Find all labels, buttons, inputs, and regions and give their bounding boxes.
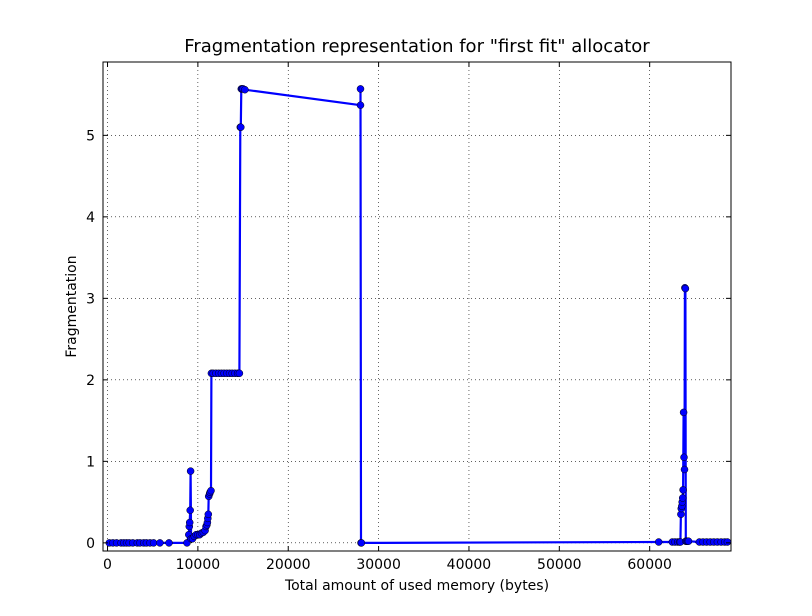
x-tick-label: 30000 [356, 557, 401, 573]
data-point [679, 408, 688, 417]
x-tick-label: 10000 [176, 557, 221, 573]
data-point [149, 539, 158, 547]
y-tick-label: 4 [86, 210, 95, 226]
data-layer [105, 85, 732, 547]
axis-ticks: 0 10000 20000 30000 40000 50000 60000 0 1 2 3 4 5 [86, 62, 731, 573]
data-point [357, 539, 366, 547]
data-point [678, 494, 687, 502]
x-tick-label: 40000 [447, 557, 492, 573]
data-point [185, 518, 194, 527]
data-point [684, 537, 693, 545]
data-point [680, 453, 688, 462]
data-point [207, 486, 215, 495]
x-axis-label: Total amount of used memory (bytes) [284, 578, 549, 594]
data-point [165, 539, 173, 547]
data-point [681, 284, 690, 293]
data-point [235, 369, 244, 378]
x-tick-label: 60000 [627, 557, 672, 573]
x-tick-label: 50000 [537, 557, 582, 573]
grid-lines [103, 62, 731, 551]
y-tick-label: 2 [86, 373, 95, 389]
chart-title: Fragmentation representation for "first … [184, 36, 650, 57]
data-point [237, 123, 245, 131]
data-point [723, 538, 732, 546]
data-point [186, 467, 195, 475]
x-tick-label: 0 [103, 557, 112, 573]
y-tick-label: 0 [86, 536, 95, 552]
plot-area [103, 62, 731, 551]
data-point [204, 510, 213, 519]
y-tick-label: 1 [86, 454, 95, 470]
data-point [356, 101, 365, 109]
data-point [680, 465, 689, 474]
data-point [654, 538, 663, 546]
data-point [241, 85, 249, 94]
data-point [186, 506, 194, 515]
y-axis-label: Fragmentation [64, 255, 80, 357]
data-point [156, 539, 164, 547]
data-point [679, 486, 687, 494]
y-tick-label: 3 [86, 291, 95, 307]
x-tick-label: 20000 [266, 557, 311, 573]
y-tick-label: 5 [86, 128, 95, 144]
data-point [356, 85, 365, 93]
plot-frame [102, 61, 732, 552]
